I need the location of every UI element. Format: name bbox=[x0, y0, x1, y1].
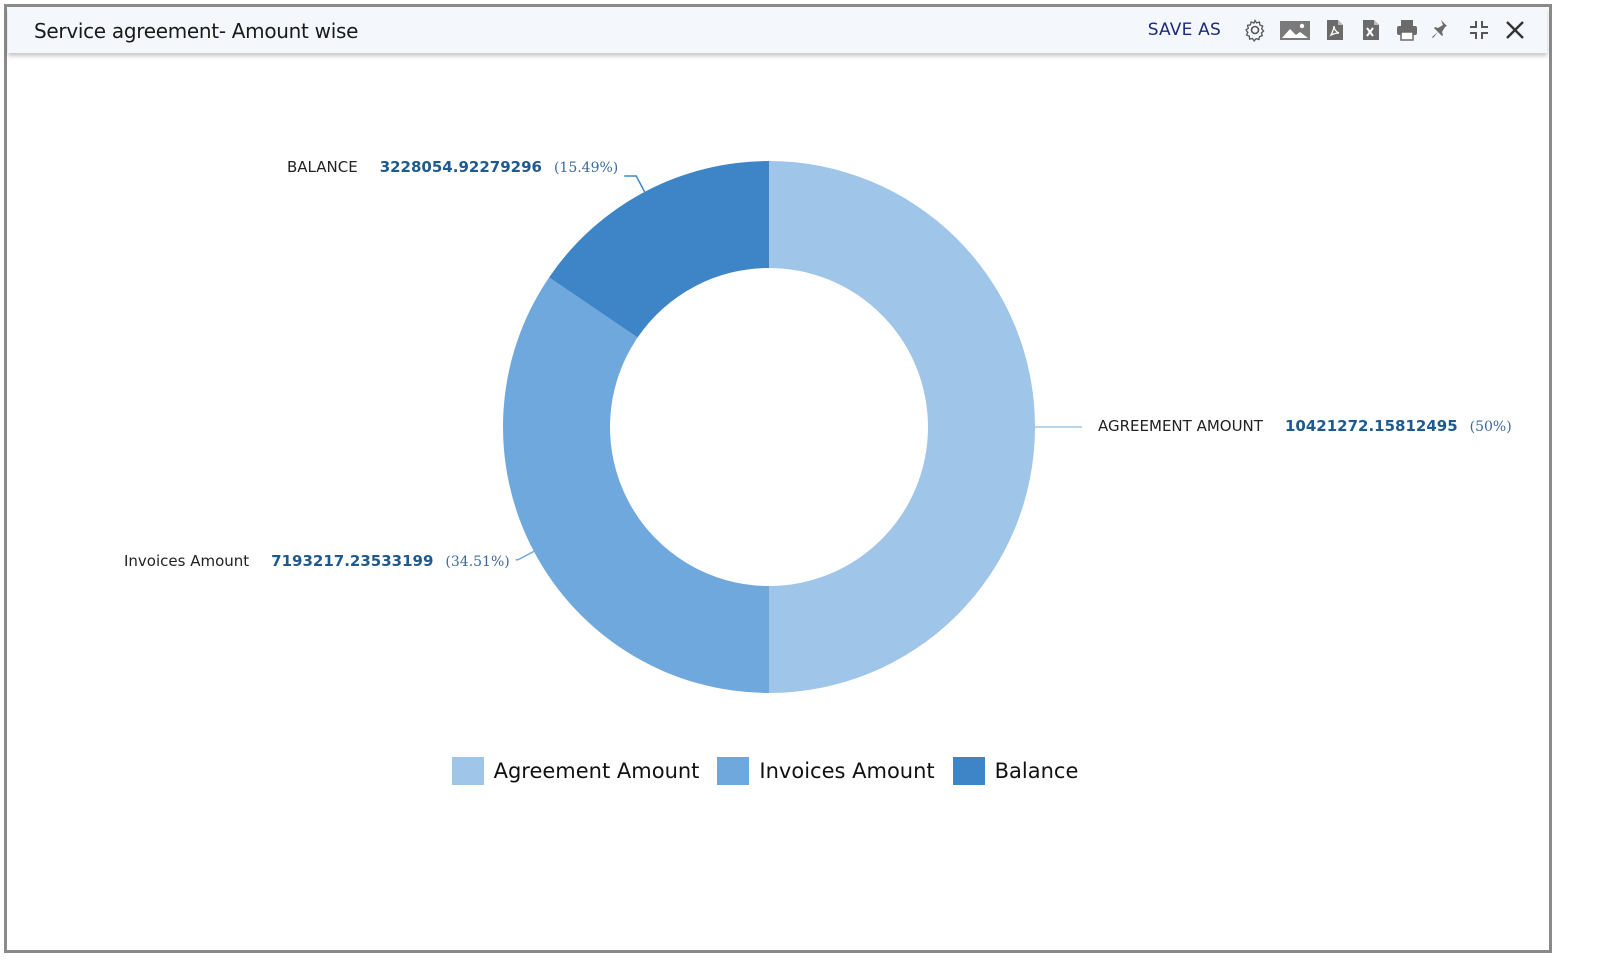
slice-label-value: 3228054.92279296 bbox=[380, 158, 542, 176]
excel-icon[interactable] bbox=[1358, 17, 1384, 43]
connector-invoices-amount bbox=[515, 550, 535, 561]
slice-balance[interactable] bbox=[549, 161, 769, 338]
slice-label-percent: (34.51%) bbox=[445, 554, 509, 570]
slice-agreement-amount[interactable] bbox=[769, 161, 1035, 693]
window-title: Service agreement- Amount wise bbox=[34, 19, 359, 43]
legend-swatch bbox=[717, 757, 750, 785]
data-label-invoices-amount: Invoices Amount 7193217.23533199 (34.51%) bbox=[124, 552, 510, 570]
save-as-button[interactable]: SAVE AS bbox=[1147, 20, 1221, 40]
slice-label-percent: (50%) bbox=[1470, 419, 1512, 435]
legend-label: Invoices Amount bbox=[759, 759, 935, 783]
data-label-balance: BALANCE 3228054.92279296 (15.49%) bbox=[287, 158, 618, 176]
image-icon[interactable] bbox=[1278, 17, 1312, 43]
pdf-icon[interactable] bbox=[1322, 17, 1348, 43]
data-label-agreement-amount: AGREEMENT AMOUNT 10421272.15812495 (50%) bbox=[1098, 417, 1512, 435]
legend-label: Agreement Amount bbox=[493, 759, 700, 783]
slice-label-percent: (15.49%) bbox=[554, 160, 618, 176]
print-icon[interactable] bbox=[1394, 17, 1420, 43]
slice-label-name: BALANCE bbox=[287, 158, 358, 176]
slice-label-value: 7193217.23533199 bbox=[271, 552, 433, 570]
legend-label: Balance bbox=[994, 759, 1079, 783]
slice-label-name: Invoices Amount bbox=[124, 552, 249, 570]
chart-legend: Agreement Amount Invoices Amount Balance bbox=[0, 757, 1530, 785]
pin-icon[interactable] bbox=[1430, 17, 1456, 43]
gear-icon[interactable] bbox=[1242, 17, 1268, 43]
legend-swatch bbox=[952, 757, 985, 785]
legend-item-invoices-amount[interactable]: Invoices Amount bbox=[717, 757, 935, 785]
connector-balance bbox=[624, 175, 646, 193]
legend-item-agreement-amount[interactable]: Agreement Amount bbox=[451, 757, 700, 785]
slice-label-name: AGREEMENT AMOUNT bbox=[1098, 417, 1264, 435]
window-header: Service agreement- Amount wise SAVE AS bbox=[8, 7, 1547, 53]
slice-label-value: 10421272.15812495 bbox=[1285, 417, 1458, 435]
slice-invoices-amount[interactable] bbox=[502, 277, 769, 693]
legend-item-balance[interactable]: Balance bbox=[952, 757, 1079, 785]
minimize-icon[interactable] bbox=[1466, 17, 1492, 43]
legend-swatch bbox=[451, 757, 484, 785]
close-icon[interactable] bbox=[1502, 17, 1528, 43]
toolbar: SAVE AS bbox=[1148, 7, 1533, 53]
